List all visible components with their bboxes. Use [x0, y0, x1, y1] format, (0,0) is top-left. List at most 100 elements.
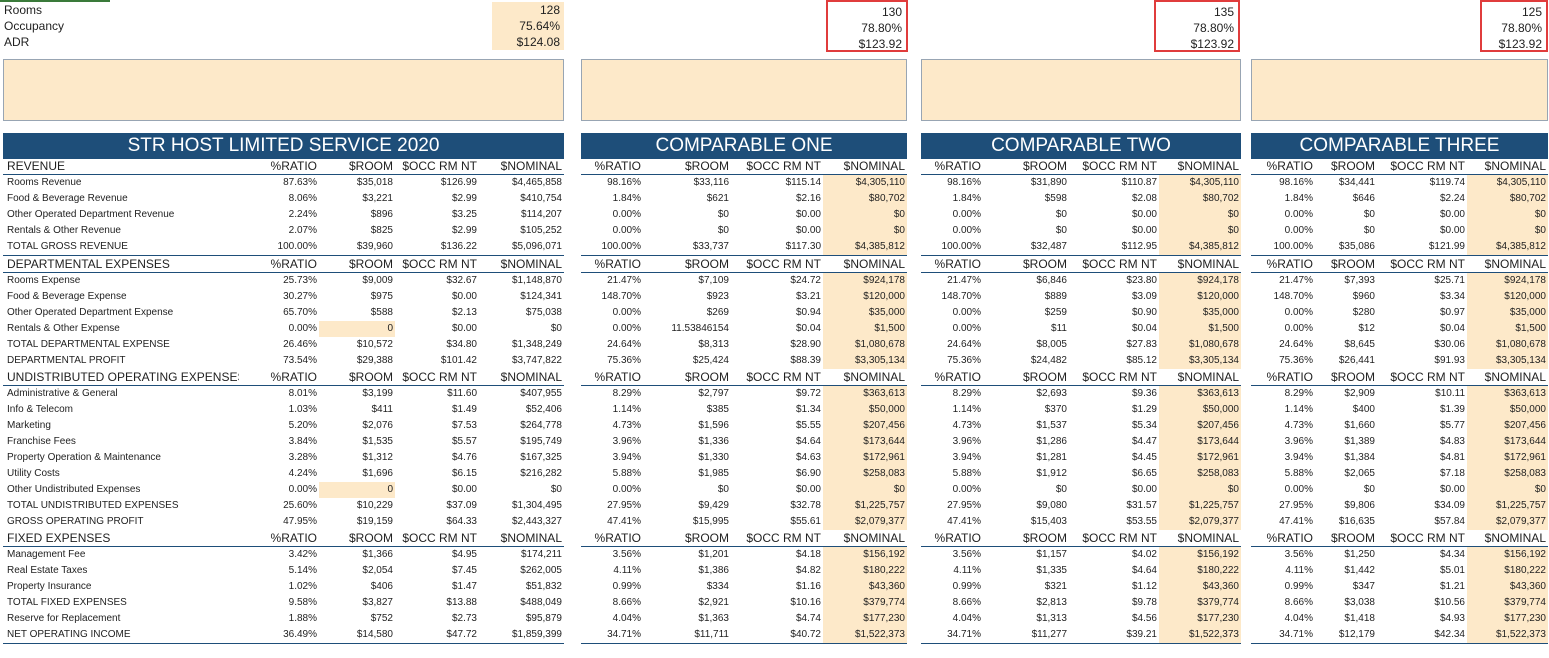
cell-room[interactable]: $1,286: [1036, 436, 1067, 447]
cell-ratio[interactable]: 8.01%: [288, 388, 317, 399]
cell-nominal[interactable]: $43,360: [1159, 579, 1241, 595]
cell-room[interactable]: 0: [319, 482, 395, 498]
cell-nominal[interactable]: $120,000: [1159, 289, 1241, 305]
cell-room[interactable]: $2,921: [698, 597, 729, 608]
row-label-property-insurance[interactable]: Property Insurance: [7, 581, 92, 592]
column-header-nominal[interactable]: $NOMINAL: [823, 158, 907, 175]
subject-occupancy[interactable]: 75.64%: [519, 19, 560, 33]
column-header-nominal[interactable]: $NOMINAL: [479, 255, 564, 273]
cell-ratio[interactable]: 21.47%: [607, 275, 641, 286]
cell-room[interactable]: $1,250: [1344, 549, 1375, 560]
cell-occ-rm-nt[interactable]: $0.90: [1131, 307, 1157, 318]
cell-nominal[interactable]: $2,079,377: [1159, 514, 1241, 530]
cell-ratio[interactable]: 0.00%: [612, 209, 641, 220]
row-label-reserve-for-replacement[interactable]: Reserve for Replacement: [7, 613, 121, 624]
column-header-occ-rm-nt[interactable]: $OCC RM NT: [1069, 369, 1159, 386]
cell-nominal[interactable]: $1,500: [1467, 321, 1548, 337]
label-occupancy[interactable]: Occupancy: [4, 19, 65, 33]
cell-room[interactable]: $24,482: [1030, 355, 1067, 366]
cell-occ-rm-nt[interactable]: $0.04: [795, 323, 821, 334]
cell-occ-rm-nt[interactable]: $3.34: [1439, 291, 1465, 302]
cell-room[interactable]: $923: [706, 291, 729, 302]
cell-occ-rm-nt[interactable]: $10.16: [790, 597, 821, 608]
cell-room[interactable]: $32,487: [983, 239, 1069, 256]
column-header-ratio[interactable]: %RATIO: [1251, 158, 1315, 175]
cell-occ-rm-nt[interactable]: $4.34: [1439, 549, 1465, 560]
cell-occ-rm-nt[interactable]: $4.56: [1131, 613, 1157, 624]
cell-occ-rm-nt[interactable]: $0.00: [1439, 209, 1465, 220]
cell-ratio[interactable]: 1.03%: [288, 404, 317, 415]
cell-nominal[interactable]: $156,192: [823, 546, 907, 563]
subject-rooms[interactable]: 128: [539, 3, 560, 17]
cell-nominal[interactable]: $258,083: [1467, 466, 1548, 482]
cell-room[interactable]: $2,693: [1036, 388, 1067, 399]
column-header-room[interactable]: $ROOM: [983, 369, 1069, 386]
cell-room[interactable]: $26,441: [1338, 355, 1375, 366]
cell-nominal[interactable]: $80,702: [823, 191, 907, 207]
cell-nominal[interactable]: $180,222: [823, 563, 907, 579]
cell-room[interactable]: $39,960: [319, 239, 395, 256]
cell-occ-rm-nt[interactable]: $2.99: [451, 225, 477, 236]
cell-occ-rm-nt[interactable]: $24.72: [790, 275, 821, 286]
cell-room[interactable]: $621: [706, 193, 729, 204]
cell-ratio[interactable]: 0.00%: [952, 484, 981, 495]
cell-nominal[interactable]: $4,385,812: [823, 239, 907, 256]
cell-ratio[interactable]: 2.07%: [288, 225, 317, 236]
cell-nominal[interactable]: $3,305,134: [823, 353, 907, 369]
cell-nominal[interactable]: $264,778: [520, 420, 562, 431]
cell-ratio[interactable]: 4.73%: [612, 420, 641, 431]
column-header-room[interactable]: $ROOM: [319, 530, 395, 547]
cell-room[interactable]: $752: [370, 613, 393, 624]
cell-occ-rm-nt[interactable]: $0.00: [795, 209, 821, 220]
cell-room[interactable]: $7,393: [1344, 275, 1375, 286]
cell-room[interactable]: $0: [717, 484, 729, 495]
cell-room[interactable]: $334: [706, 581, 729, 592]
cell-room[interactable]: $280: [1352, 307, 1375, 318]
cell-occ-rm-nt[interactable]: $13.88: [446, 597, 477, 608]
cell-occ-rm-nt[interactable]: $0.00: [795, 225, 821, 236]
column-header-nominal[interactable]: $NOMINAL: [479, 530, 564, 547]
cell-room[interactable]: $975: [370, 291, 393, 302]
column-header-ratio[interactable]: %RATIO: [581, 255, 643, 273]
cell-ratio[interactable]: 24.64%: [947, 339, 981, 350]
cell-nominal[interactable]: $1,522,373: [1467, 627, 1548, 644]
cell-ratio[interactable]: 8.29%: [612, 388, 641, 399]
row-label-property-operation-maintenance[interactable]: Property Operation & Maintenance: [7, 452, 161, 463]
cell-occ-rm-nt[interactable]: $5.57: [451, 436, 477, 447]
cell-occ-rm-nt[interactable]: $117.30: [731, 239, 823, 256]
cell-nominal[interactable]: $35,000: [1467, 305, 1548, 321]
cell-ratio[interactable]: 0.00%: [952, 225, 981, 236]
column-header-ratio[interactable]: %RATIO: [239, 158, 319, 175]
cell-occ-rm-nt[interactable]: $32.67: [446, 275, 477, 286]
cell-room[interactable]: $2,813: [1036, 597, 1067, 608]
cell-occ-rm-nt[interactable]: $4.63: [795, 452, 821, 463]
cell-nominal[interactable]: $924,178: [823, 272, 907, 289]
column-header-nominal[interactable]: $NOMINAL: [823, 255, 907, 273]
column-header-room[interactable]: $ROOM: [643, 158, 731, 175]
comp1-adr[interactable]: $123.92: [858, 37, 902, 51]
cell-room[interactable]: $3,038: [1344, 597, 1375, 608]
comp3-notes-box[interactable]: [1251, 59, 1548, 121]
cell-nominal[interactable]: $0: [823, 482, 907, 498]
row-label-total-fixed-expenses[interactable]: TOTAL FIXED EXPENSES: [7, 597, 127, 608]
cell-ratio[interactable]: 34.71%: [921, 627, 983, 644]
column-header-occ-rm-nt[interactable]: $OCC RM NT: [1377, 530, 1467, 547]
cell-ratio[interactable]: 1.84%: [1284, 193, 1313, 204]
cell-occ-rm-nt[interactable]: $32.78: [790, 500, 821, 511]
cell-ratio[interactable]: 87.63%: [283, 177, 317, 188]
column-header-nominal[interactable]: $NOMINAL: [1467, 369, 1548, 386]
column-header-nominal[interactable]: $NOMINAL: [1159, 158, 1241, 175]
label-adr[interactable]: ADR: [4, 35, 30, 49]
row-label-total-undistributed-expenses[interactable]: TOTAL UNDISTRIBUTED EXPENSES: [7, 500, 179, 511]
cell-ratio[interactable]: 30.27%: [283, 291, 317, 302]
column-header-ratio[interactable]: %RATIO: [921, 158, 983, 175]
cell-nominal[interactable]: $120,000: [1467, 289, 1548, 305]
cell-ratio[interactable]: 0.00%: [1284, 323, 1313, 334]
cell-room[interactable]: $1,386: [698, 565, 729, 576]
cell-room[interactable]: $269: [706, 307, 729, 318]
cell-room[interactable]: $960: [1352, 291, 1375, 302]
cell-ratio[interactable]: 3.94%: [952, 452, 981, 463]
cell-occ-rm-nt[interactable]: $4.81: [1439, 452, 1465, 463]
cell-nominal[interactable]: $180,222: [1467, 563, 1548, 579]
cell-occ-rm-nt[interactable]: $28.90: [790, 339, 821, 350]
